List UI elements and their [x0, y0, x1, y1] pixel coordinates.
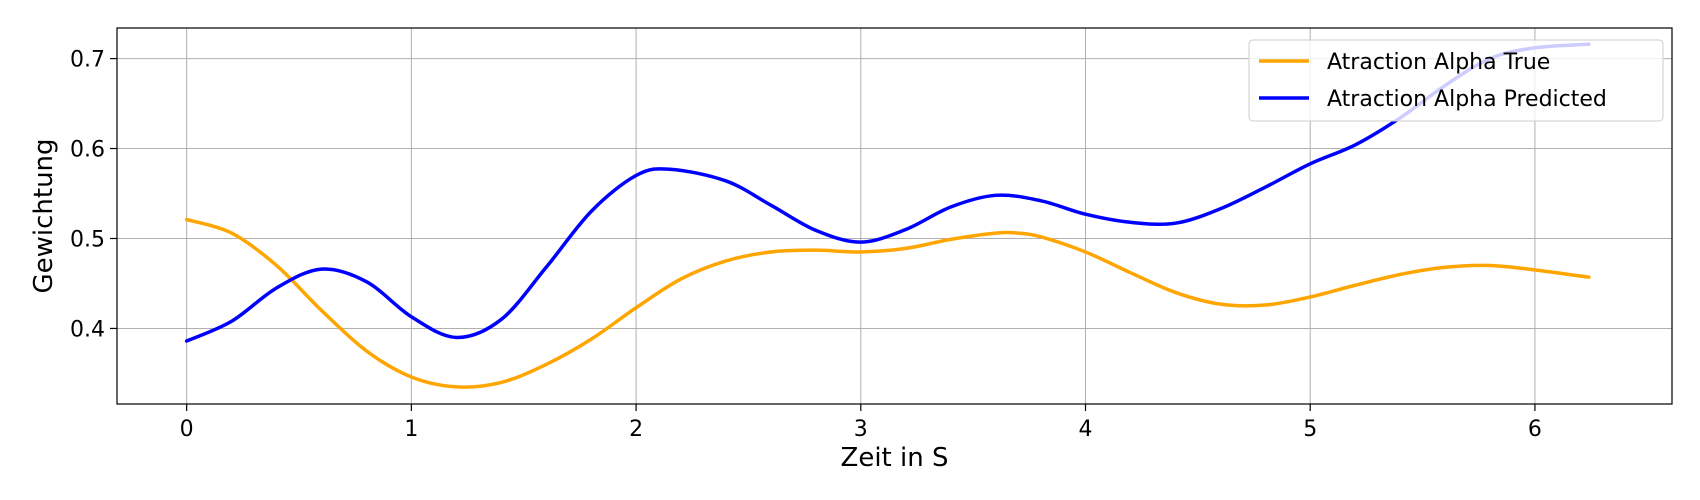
x-tick-label: 4	[1079, 417, 1093, 442]
y-tick-label: 0.6	[70, 138, 105, 163]
series-lines	[184, 42, 1591, 389]
y-tick-label: 0.5	[70, 227, 105, 252]
y-tick-label: 0.4	[70, 317, 105, 342]
x-tick-label: 1	[404, 417, 418, 442]
x-tick-label: 3	[854, 417, 868, 442]
legend-label: Atraction Alpha True	[1327, 50, 1550, 75]
x-tick-label: 6	[1528, 417, 1542, 442]
series-line-1	[184, 217, 1591, 389]
x-tick-label: 5	[1303, 417, 1317, 442]
x-axis-label: Zeit in S	[841, 443, 949, 473]
plot-frame	[116, 27, 1673, 405]
axis-ticks: 0 1 2 3 4 5 6 0.4 0.5 0.6 0.7	[70, 48, 1542, 442]
legend-label: Atraction Alpha Predicted	[1327, 87, 1607, 112]
y-axis-label: Gewichtung	[29, 138, 59, 293]
y-tick-label: 0.7	[70, 48, 105, 73]
legend: Atraction Alpha True Atraction Alpha Pred…	[1248, 39, 1664, 122]
x-tick-label: 0	[180, 417, 194, 442]
legend-box	[1248, 39, 1664, 122]
x-tick-label: 2	[629, 417, 643, 442]
series-line-2	[184, 42, 1591, 343]
